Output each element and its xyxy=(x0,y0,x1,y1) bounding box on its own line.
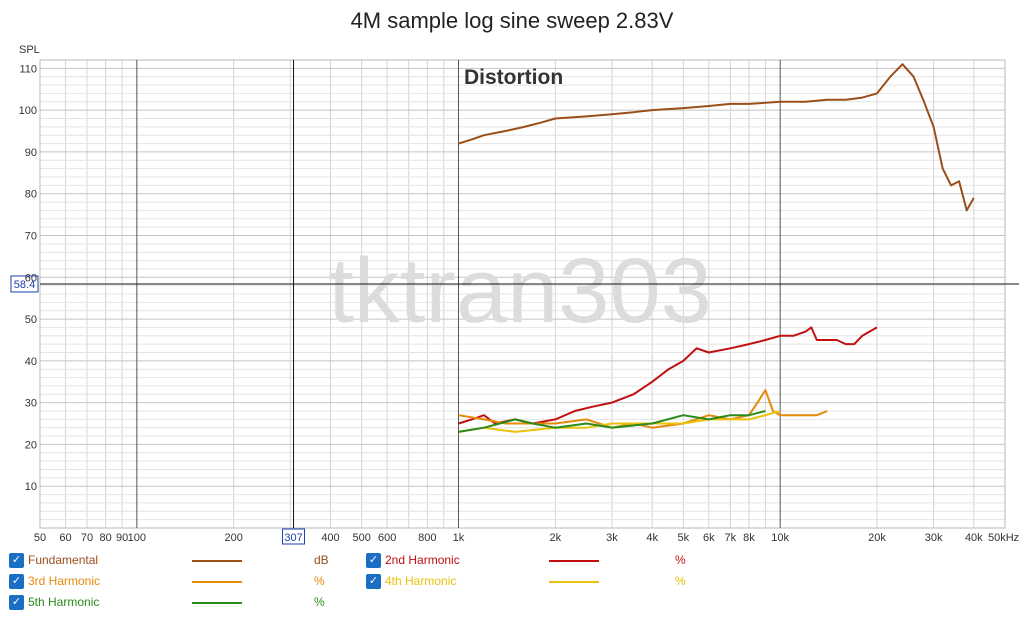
y-tick-label: 40 xyxy=(25,356,37,368)
legend-label: Fundamental xyxy=(28,553,99,567)
legend-checkbox-fund[interactable]: ✓ xyxy=(9,553,24,568)
legend-unit: % xyxy=(314,574,325,588)
x-tick-label: 10k xyxy=(771,532,789,544)
y-tick-label: 60 xyxy=(25,272,37,284)
legend-checkbox-h2[interactable]: ✓ xyxy=(366,553,381,568)
y-axis-label: SPL xyxy=(19,44,40,56)
y-tick-label: 90 xyxy=(25,147,37,159)
cursor-y-readout-box xyxy=(10,275,39,293)
x-tick-label: 3k xyxy=(606,532,618,544)
x-tick-label: 400 xyxy=(321,532,339,544)
x-tick-label: 8k xyxy=(743,532,755,544)
x-tick-label: 60 xyxy=(59,532,71,544)
series-line-5th-harmonic xyxy=(458,410,766,433)
x-tick-label: 6k xyxy=(703,532,715,544)
y-tick-label: 50 xyxy=(25,314,37,326)
x-tick-label: 70 xyxy=(81,532,93,544)
watermark: tktran303 xyxy=(328,240,712,342)
x-tick-label: 40k xyxy=(965,532,983,544)
legend-label: 4th Harmonic xyxy=(385,574,457,588)
legend-swatch xyxy=(549,560,599,562)
x-tick-label: 600 xyxy=(378,532,396,544)
x-tick-label: 100 xyxy=(128,532,146,544)
legend-swatch xyxy=(549,581,599,583)
y-tick-label: 70 xyxy=(25,231,37,243)
y-tick-label: 110 xyxy=(19,63,37,75)
legend-swatch xyxy=(192,581,242,583)
x-tick-label: 50 xyxy=(34,532,46,544)
series-line-fundamental xyxy=(458,63,975,212)
legend-swatch xyxy=(192,560,242,562)
legend-item-fund: ✓ Fundamental dB xyxy=(9,553,339,569)
y-tick-label: 100 xyxy=(19,105,37,117)
x-tick-label: 30k xyxy=(925,532,943,544)
cursor-y-readout: 58.4 xyxy=(14,279,35,291)
x-tick-label: 90 xyxy=(116,532,128,544)
x-tick-label: 7k xyxy=(725,532,737,544)
x-tick-label: 1k xyxy=(453,532,465,544)
y-tick-label: 80 xyxy=(25,189,37,201)
x-tick-label: 80 xyxy=(100,532,112,544)
legend-item-h4: ✓ 4th Harmonic% xyxy=(366,574,696,590)
x-tick-label: 20k xyxy=(868,532,886,544)
y-tick-label: 30 xyxy=(25,398,37,410)
legend-checkbox-h3[interactable]: ✓ xyxy=(9,574,24,589)
x-tick-label: 500 xyxy=(352,532,370,544)
y-tick-label: 10 xyxy=(25,481,37,493)
y-tick-label: 20 xyxy=(25,439,37,451)
legend-label: 2nd Harmonic xyxy=(385,553,460,567)
x-tick-label: 50kHz xyxy=(988,532,1019,544)
plot-frame xyxy=(39,59,1006,529)
legend-unit: % xyxy=(675,553,686,567)
x-tick-label: 4k xyxy=(646,532,658,544)
legend-item-h2: ✓ 2nd Harmonic% xyxy=(366,553,696,569)
legend-unit: % xyxy=(675,574,686,588)
legend-checkbox-h4[interactable]: ✓ xyxy=(366,574,381,589)
chart-title: 4M sample log sine sweep 2.83V xyxy=(350,8,674,33)
legend-label: 3rd Harmonic xyxy=(28,574,101,588)
legend-unit: % xyxy=(314,595,325,609)
legend-unit: dB xyxy=(314,553,329,567)
x-tick-label: 200 xyxy=(224,532,242,544)
legend-checkbox-h5[interactable]: ✓ xyxy=(9,595,24,610)
legend-label: 5th Harmonic xyxy=(28,595,100,609)
series-line-3rd-harmonic xyxy=(458,389,828,429)
x-tick-label: 800 xyxy=(418,532,436,544)
x-tick-label: 5k xyxy=(678,532,690,544)
cursor-x-readout: 307 xyxy=(284,532,302,544)
legend-swatch xyxy=(192,602,242,604)
legend-item-h5: ✓ 5th Harmonic% xyxy=(9,595,339,611)
annotation-distortion: Distortion xyxy=(464,66,563,89)
legend-item-h3: ✓ 3rd Harmonic% xyxy=(9,574,339,590)
x-tick-label: 2k xyxy=(550,532,562,544)
cursor-x-readout-box xyxy=(282,528,306,545)
